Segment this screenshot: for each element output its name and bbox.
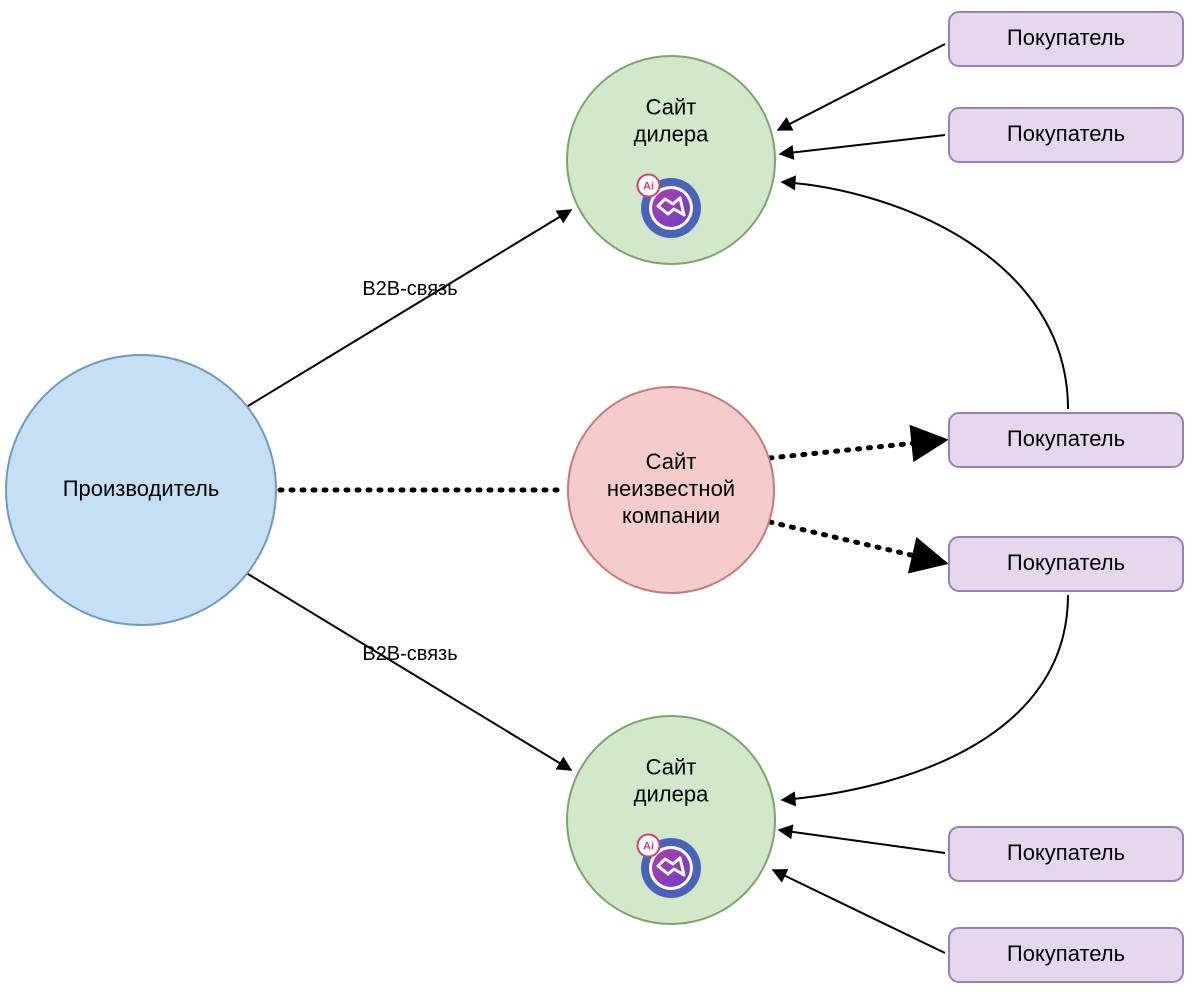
edge-label-e_prod_d2: B2B-связь (362, 643, 457, 665)
ai-badge-text: Ai (643, 841, 654, 853)
node-buyer1: Покупатель (949, 12, 1183, 66)
edge-e_prod_d2 (248, 574, 571, 770)
node-label-buyer3: Покупатель (1007, 426, 1125, 451)
edge-e_unk_b3 (770, 440, 945, 458)
edge-e_b1_d1 (778, 44, 945, 130)
diagram-canvas: Производитель СайтдилераAi Сайтнеизвестной… (0, 0, 1200, 999)
edge-e_b5_d2 (779, 830, 945, 853)
edge-e_unk_b4 (770, 522, 945, 563)
node-buyer5: Покупатель (949, 827, 1183, 881)
node-dealer2: СайтдилераAi (567, 716, 775, 924)
edge-e_b4_d2 (782, 595, 1068, 800)
edge-e_prod_d1 (248, 210, 571, 406)
node-label-producer: Производитель (63, 476, 220, 501)
node-label-buyer6: Покупатель (1007, 941, 1125, 966)
node-unknown: Сайтнеизвестнойкомпании (568, 387, 774, 593)
node-label-buyer1: Покупатель (1007, 25, 1125, 50)
edge-e_b6_d2 (773, 870, 945, 953)
node-dealer1: СайтдилераAi (567, 56, 775, 264)
node-buyer6: Покупатель (949, 928, 1183, 982)
edge-e_b3_d1 (782, 182, 1068, 409)
ai-badge-text: Ai (643, 181, 654, 193)
node-producer: Производитель (6, 355, 276, 625)
node-buyer4: Покупатель (949, 537, 1183, 591)
edge-e_b2_d1 (780, 135, 945, 154)
node-label-buyer4: Покупатель (1007, 550, 1125, 575)
node-buyer3: Покупатель (949, 413, 1183, 467)
node-buyer2: Покупатель (949, 108, 1183, 162)
node-label-buyer5: Покупатель (1007, 840, 1125, 865)
node-label-buyer2: Покупатель (1007, 121, 1125, 146)
edge-label-e_prod_d1: B2B-связь (362, 278, 457, 300)
